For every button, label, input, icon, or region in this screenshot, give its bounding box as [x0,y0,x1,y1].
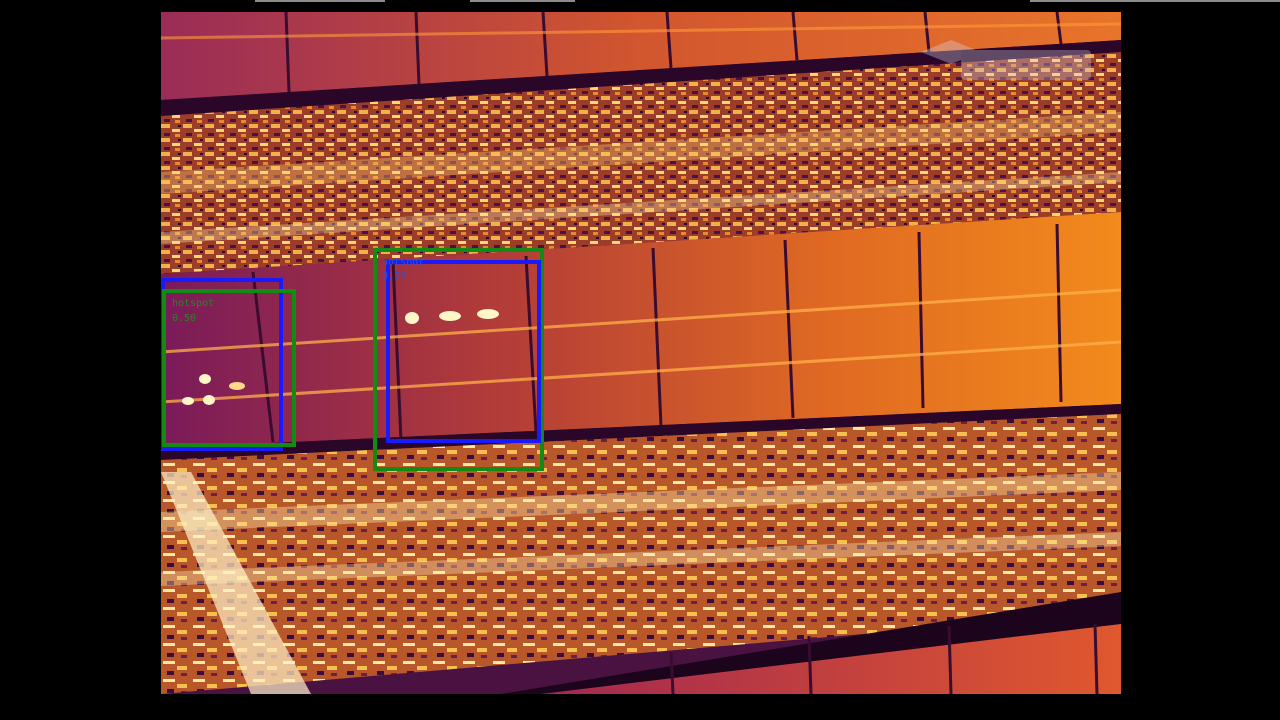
top-bar-mark-2 [470,0,575,2]
detection-2-score: 0.?? [382,270,406,284]
thermal-image-frame: hotspot 0.50 hotspot 0.?? [161,12,1121,694]
top-bar-mark-1 [255,0,385,2]
detection-1-score: 0.50 [172,312,196,326]
thermal-aerial-image [161,12,1121,694]
top-bar-mark-3 [1030,0,1280,2]
detection-1-class-label: hotspot [172,297,214,311]
detection-box-blue-2 [386,260,541,443]
detection-2-class-label: hotspot [382,256,424,270]
